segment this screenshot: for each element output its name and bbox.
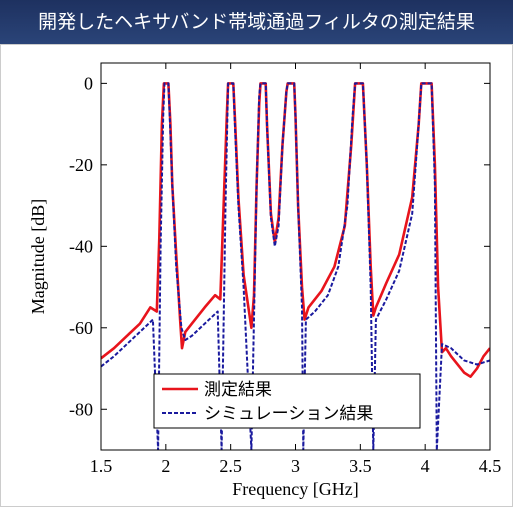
- y-tick-label: -40: [69, 236, 93, 256]
- y-tick-label: -20: [69, 155, 93, 175]
- x-axis-label: Frequency [GHz]: [232, 479, 358, 499]
- x-tick-label: 2.5: [219, 456, 242, 476]
- x-tick-label: 3: [291, 456, 300, 476]
- legend-label-measured: 測定結果: [204, 380, 272, 400]
- x-tick-label: 4.5: [479, 456, 502, 476]
- series-line-simulation: [101, 82, 490, 450]
- x-tick-label: 3.5: [349, 456, 372, 476]
- y-tick-label: -80: [69, 399, 93, 419]
- y-tick-label: -60: [69, 318, 93, 338]
- x-tick-label: 1.5: [90, 456, 113, 476]
- chart-title: 開発したヘキサバンド帯域通過フィルタの測定結果: [0, 0, 513, 44]
- legend-label-simulation: シミュレーション結果: [204, 404, 373, 424]
- legend: 測定結果 シミュレーション結果: [153, 373, 421, 429]
- y-tick-label: 0: [84, 73, 93, 93]
- x-tick-label: 2: [161, 456, 170, 476]
- legend-box: [153, 373, 421, 429]
- chart-canvas: 1.5 2 2.5 3 3.5 4 4.5 0 -20 -40 -60 -80 Frequency […: [28, 62, 502, 499]
- x-tick-label: 4: [421, 456, 430, 476]
- y-axis-label: Magnitude [dB]: [28, 199, 48, 314]
